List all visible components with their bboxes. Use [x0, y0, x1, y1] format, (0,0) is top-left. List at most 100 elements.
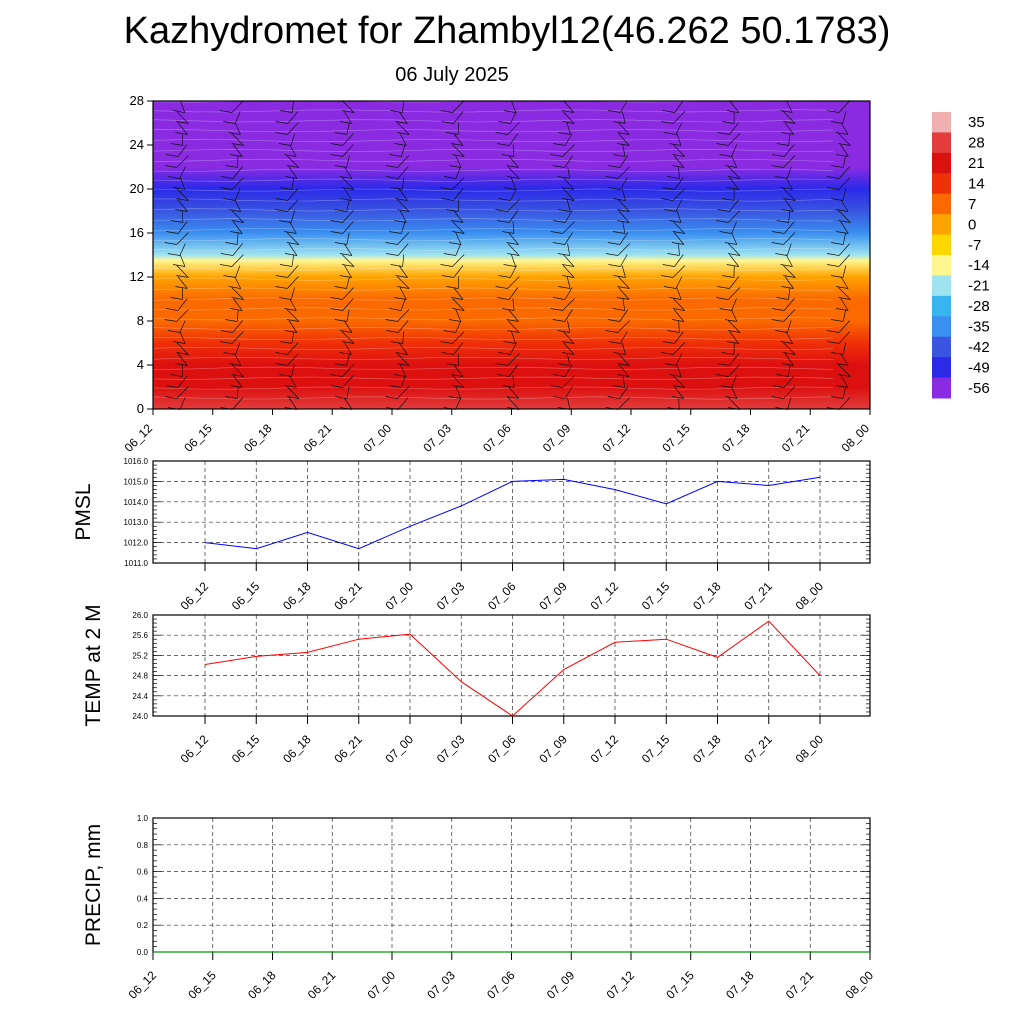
wind-barb	[727, 243, 741, 256]
wind-barb-flag	[662, 187, 675, 190]
wind-barb	[180, 100, 186, 113]
wind-barb	[512, 298, 515, 311]
x-tick-label: 07_15	[639, 732, 673, 766]
wind-barb-flag	[660, 121, 674, 124]
contour-line	[152, 148, 834, 153]
wind-barb	[838, 287, 851, 300]
wind-barb	[783, 309, 796, 322]
wind-barb	[567, 243, 571, 256]
wind-barb-flag	[836, 231, 849, 234]
wind-barb-flag	[835, 132, 849, 135]
wind-barb	[617, 276, 630, 289]
wind-barb-flag	[781, 132, 794, 135]
contour-line	[152, 139, 834, 143]
wind-barb	[286, 232, 300, 245]
wind-barb	[397, 232, 410, 245]
wind-barb	[562, 375, 575, 388]
wind-barb-flag	[284, 176, 298, 179]
wind-barb	[176, 232, 189, 245]
wind-barb-flag	[339, 198, 352, 201]
colorbar-swatch	[932, 316, 951, 338]
wind-barb	[672, 342, 686, 355]
contour-line	[152, 317, 834, 321]
colorbar-label: 35	[968, 114, 985, 131]
x-tick-label: 07_06	[484, 968, 518, 1002]
wind-barb-flag	[660, 198, 674, 201]
wind-barb	[179, 320, 186, 333]
wind-barb-flag	[836, 154, 849, 157]
wind-barb	[511, 331, 516, 344]
wind-barb	[341, 100, 355, 113]
y-tick-label: 24.4	[132, 692, 148, 701]
wind-barb	[840, 122, 849, 135]
wind-barb-flag	[561, 110, 574, 113]
colorbar-label: -7	[968, 237, 981, 254]
wind-barb	[563, 254, 575, 267]
wind-barb-flag	[334, 165, 347, 168]
wind-barb-flag	[166, 154, 179, 157]
wind-barb	[786, 166, 792, 179]
wind-barb	[288, 166, 298, 179]
wind-barb	[346, 199, 350, 212]
wind-barb-flag	[450, 297, 464, 300]
wind-barb	[455, 243, 462, 256]
wind-barb-flag	[780, 187, 793, 190]
wind-barb	[235, 342, 241, 355]
wind-barb	[507, 166, 520, 179]
wind-barb-flag	[339, 121, 352, 124]
wind-barb-flag	[223, 198, 236, 201]
wind-barb	[176, 188, 189, 201]
wind-barb	[453, 342, 464, 355]
wind-barb	[618, 210, 630, 223]
wind-barb-flag	[838, 374, 851, 377]
wind-barb	[289, 298, 297, 311]
wind-barb-flag	[220, 253, 233, 256]
wind-barb	[728, 353, 740, 366]
wind-barb	[400, 221, 406, 234]
wind-barb-flag	[230, 154, 243, 157]
wind-barb-flag	[557, 176, 570, 179]
wind-barb-flag	[617, 363, 630, 366]
wind-barb-flag	[826, 110, 839, 113]
contour-line	[152, 257, 834, 261]
wind-barb-flag	[558, 132, 571, 135]
wind-barb-flag	[330, 297, 343, 300]
wind-barb	[342, 364, 354, 377]
y-tick-label: 1011.0	[124, 559, 148, 568]
wind-barb	[508, 364, 519, 377]
wind-barb	[177, 144, 188, 157]
wind-barb	[567, 320, 571, 333]
wind-barb-flag	[172, 187, 185, 190]
wind-barb	[179, 243, 186, 256]
wind-barb-flag	[220, 330, 233, 333]
wind-barb-flag	[838, 297, 851, 300]
wind-barb-flag	[724, 242, 737, 245]
wind-barb-flag	[836, 308, 849, 311]
x-tick-label: 07_06	[485, 579, 519, 613]
wind-barb	[346, 386, 350, 399]
wind-barb-flag	[443, 253, 456, 256]
wind-barb	[783, 265, 796, 278]
wind-barb-flag	[831, 352, 844, 355]
wind-barb-flag	[334, 319, 348, 322]
x-tick-label: 07_03	[434, 732, 468, 766]
wind-barb	[291, 254, 295, 267]
wind-barb-flag	[772, 385, 785, 388]
wind-barb-flag	[776, 220, 789, 223]
wind-barb-flag	[497, 220, 510, 223]
wind-barb	[783, 221, 795, 234]
wind-barb-flag	[219, 187, 233, 190]
wind-barb-flag	[671, 396, 684, 399]
wind-barb	[619, 386, 629, 399]
wind-barb	[673, 155, 685, 168]
contour-line	[152, 208, 834, 212]
x-tick-label: 06_12	[122, 421, 156, 455]
wind-barb-flag	[165, 385, 178, 388]
wind-barb	[344, 342, 352, 355]
wind-barb-flag	[386, 176, 399, 179]
wind-barb	[346, 122, 350, 135]
wind-barb	[673, 144, 685, 157]
wind-barb	[621, 111, 626, 124]
wind-barb-flag	[552, 319, 565, 322]
wind-barb	[622, 221, 626, 234]
